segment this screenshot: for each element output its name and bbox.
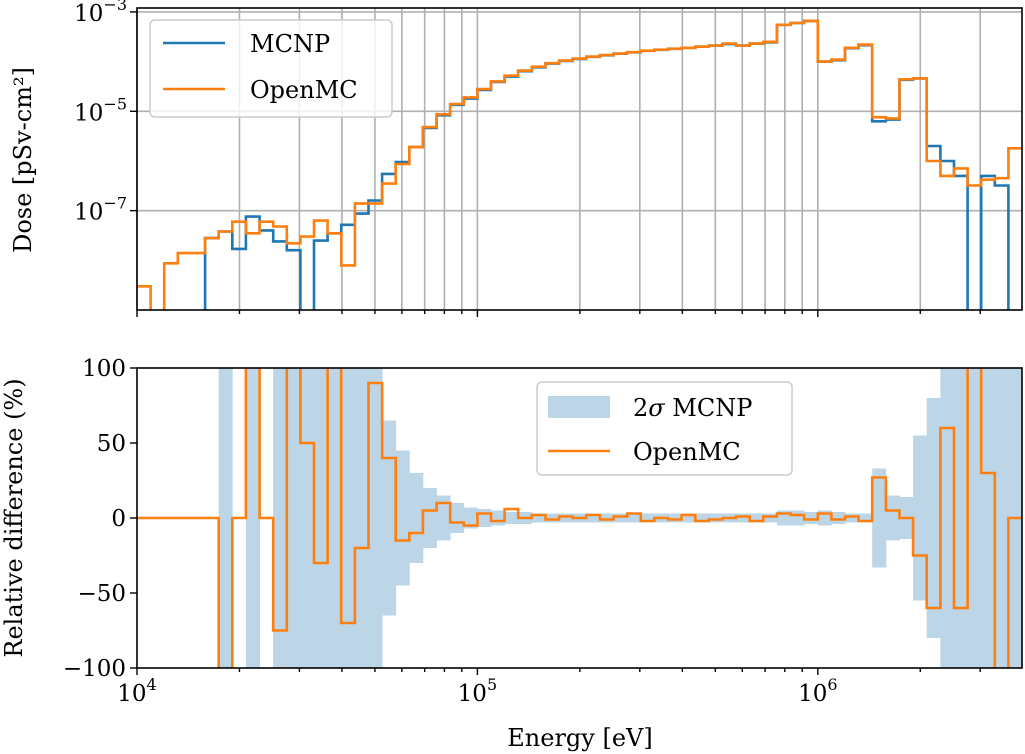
sigma-band-bin (708, 513, 723, 523)
tick-exponent: 6 (827, 675, 837, 694)
sigma-band-bin (804, 512, 819, 524)
sigma-band-bin (858, 513, 873, 523)
sigma-band-bin (218, 368, 233, 668)
sigma-band-bin (300, 368, 315, 668)
tick-exponent: 4 (147, 675, 157, 694)
legend-label-openmc: OpenMC (633, 438, 741, 466)
sigma-band-bin (531, 513, 546, 523)
sigma-band-bin (354, 368, 369, 668)
sigma-band-bin (695, 513, 710, 523)
tick-base: 10 (74, 200, 103, 226)
sigma-band-bin (627, 513, 642, 523)
sigma-band-bin (831, 512, 846, 524)
y-axis-label-top: Dose [pSv-cm²] (9, 67, 37, 253)
y-tick-label: 100 (82, 356, 126, 382)
sigma-band-bin (613, 513, 628, 523)
sigma-band-bin (749, 513, 764, 523)
y-tick-label: 50 (97, 431, 126, 457)
sigma-band-bin (940, 368, 955, 668)
sigma-band-bin (790, 510, 805, 526)
sigma-band-bin (668, 513, 683, 523)
tick-exponent: −5 (103, 94, 127, 113)
sigma-band-bin (681, 513, 696, 523)
sigma-band-bin (422, 488, 437, 548)
tick-exponent: −7 (103, 194, 127, 213)
sigma-band-bin (844, 513, 860, 523)
legend-label: MCNP (250, 30, 330, 58)
sigma-band-bin (586, 513, 601, 523)
y-tick-label: 0 (111, 506, 126, 532)
sigma-band-bin (327, 368, 342, 668)
legend-band-sigma: σ (648, 394, 665, 422)
sigma-band-bin (245, 368, 260, 668)
sigma-band-bin (994, 368, 1009, 668)
sigma-band-bin (953, 368, 968, 668)
sigma-band-bin (913, 435, 928, 601)
sigma-band-bin (736, 513, 751, 523)
sigma-band-bin (599, 513, 614, 523)
sigma-band-bin (559, 513, 574, 523)
legend-swatch-band (548, 396, 610, 418)
sigma-band-bin (395, 450, 410, 586)
sigma-band-bin (463, 507, 478, 529)
y-axis-label-bottom: Relative difference (%) (0, 378, 28, 657)
x-tick-label: 106 (798, 675, 837, 707)
y-tick-label: 10−7 (74, 194, 127, 226)
legend-band-prefix: 2 (633, 394, 648, 422)
sigma-band-bin (273, 368, 288, 668)
sigma-band-bin (967, 368, 982, 668)
sigma-band-bin (477, 509, 492, 527)
legend-bottom: 2σ MCNP OpenMC (536, 381, 793, 476)
tick-base: 10 (74, 1, 103, 27)
legend-label: OpenMC (250, 76, 358, 104)
sigma-band-bin (763, 513, 778, 523)
sigma-band-bin (436, 495, 451, 541)
legend-top: MCNP OpenMC (149, 19, 393, 118)
legend-label-band: 2σ MCNP (633, 394, 752, 422)
sigma-band-bin (545, 513, 560, 523)
tick-exponent: 5 (487, 675, 497, 694)
sigma-band-bin (286, 368, 301, 668)
sigma-band-bin (885, 495, 900, 541)
sigma-band-bin (368, 368, 383, 668)
series-line-openmc-reldiff (137, 368, 1022, 668)
y-tick-label: −100 (63, 656, 126, 682)
sigma-band-bin (926, 398, 941, 638)
tick-base: 10 (798, 681, 827, 707)
sigma-band-bin (490, 510, 505, 526)
sigma-band-bin (640, 513, 655, 523)
sigma-band-bin (450, 503, 465, 533)
tick-base: 10 (117, 681, 146, 707)
sigma-band-bin (313, 368, 329, 668)
top-series (137, 19, 1022, 310)
series-line-openmc (137, 19, 1022, 310)
x-tick-label: 105 (458, 675, 497, 707)
y-tick-label: 10−3 (74, 0, 127, 27)
sigma-band-bin (409, 473, 424, 563)
sigma-band-bin (341, 368, 356, 668)
sigma-band-bin (981, 368, 996, 668)
y-tick-label: 10−5 (74, 94, 127, 126)
sigma-band-bin (872, 468, 887, 568)
legend-band-suffix: MCNP (665, 394, 753, 422)
sigma-band-bin (382, 420, 397, 616)
tick-base: 10 (74, 100, 103, 126)
x-axis-label: Energy [eV] (507, 724, 652, 752)
tick-base: 10 (458, 681, 487, 707)
sigma-band-bin (504, 512, 519, 524)
tick-exponent: −3 (103, 0, 127, 14)
bottom-plot (137, 368, 1022, 668)
x-tick-label: 104 (117, 675, 156, 707)
y-tick-label: −50 (77, 581, 126, 607)
